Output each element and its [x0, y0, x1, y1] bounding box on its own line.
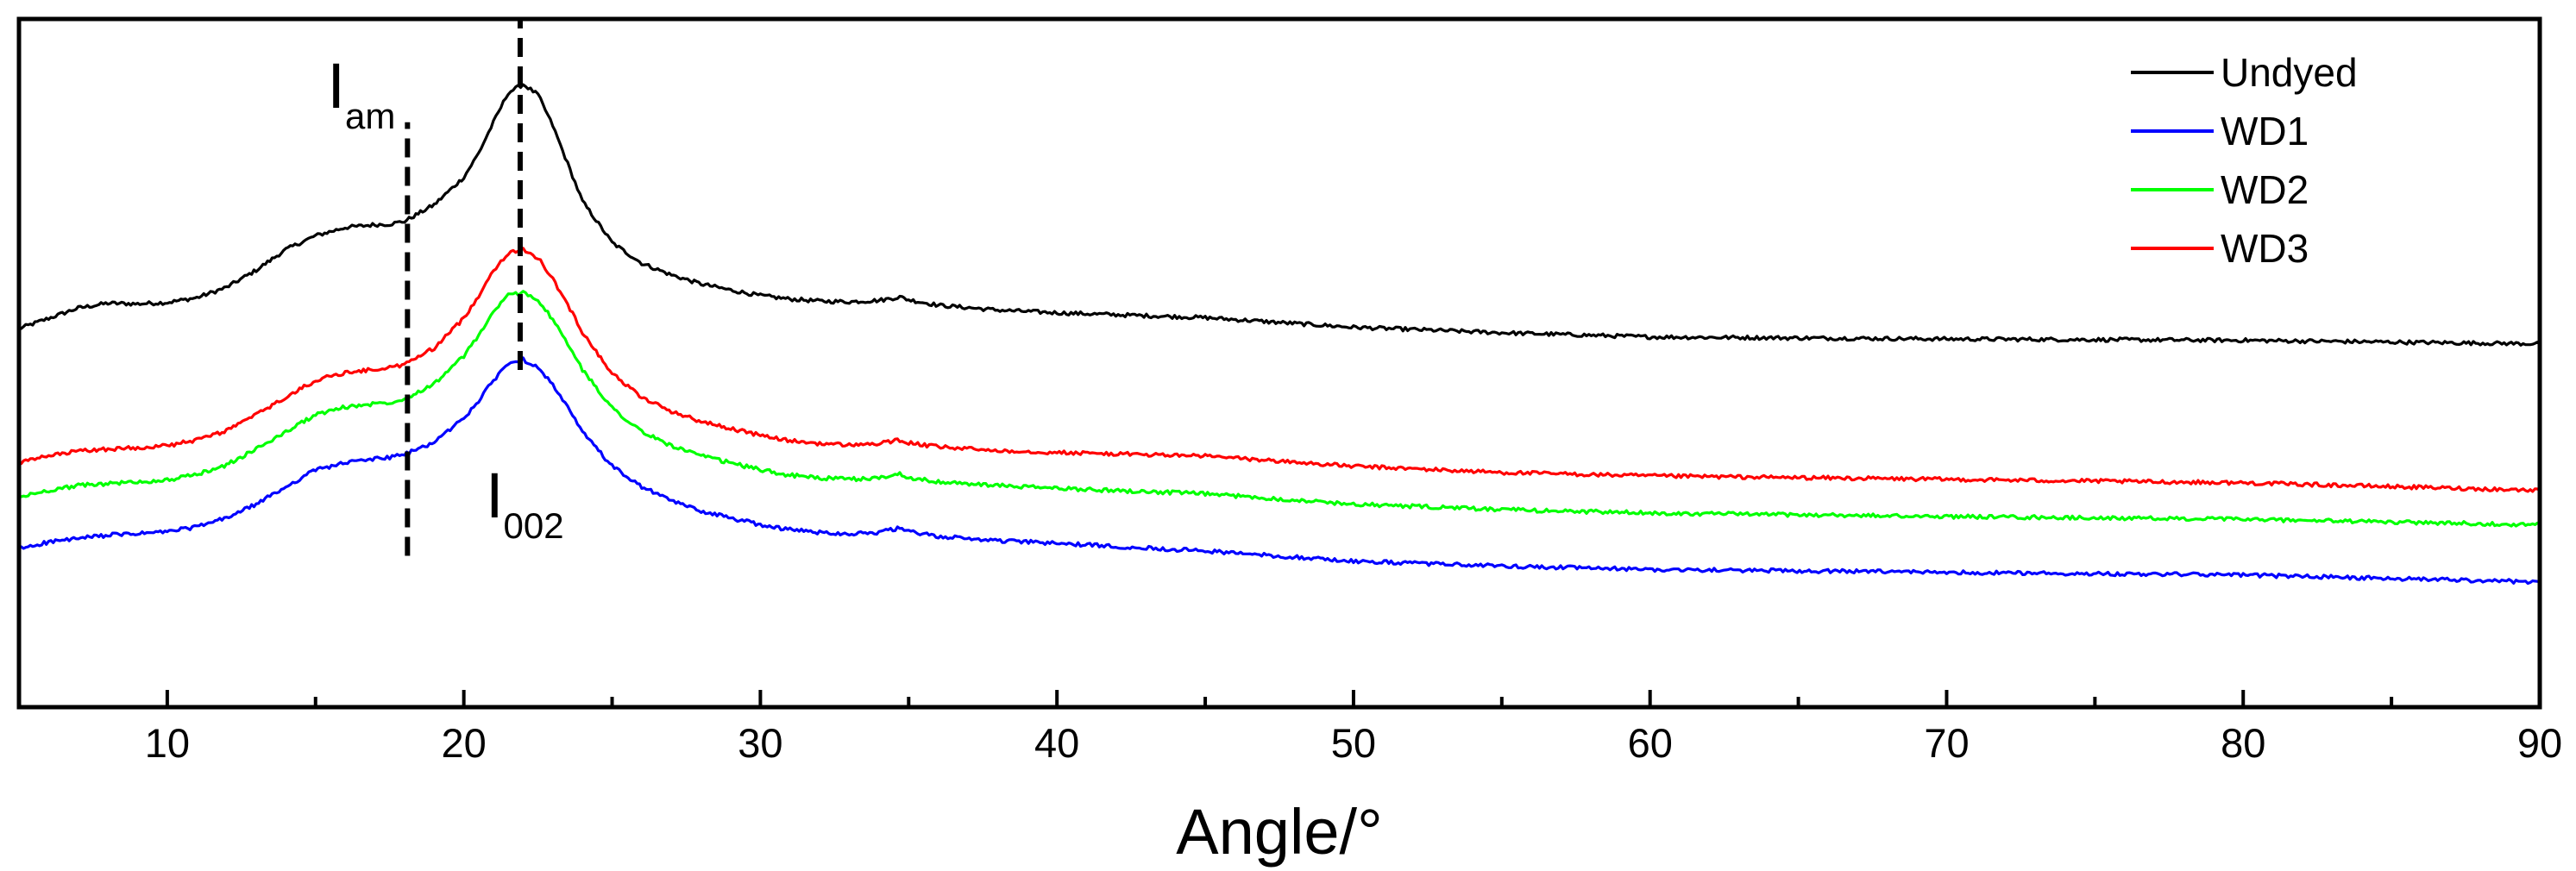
series-line-wd3: [17, 247, 2541, 493]
legend-label-undyed: Undyed: [2221, 50, 2358, 95]
x-tick-label: 10: [145, 720, 190, 766]
series-layer: [17, 83, 2541, 586]
x-tick-label: 90: [2517, 720, 2562, 766]
legend: Undyed WD1 WD2 WD3: [2131, 50, 2358, 271]
x-axis-title: Angle/°: [1176, 796, 1382, 868]
x-tick-label: 60: [1628, 720, 1673, 766]
x-tick-label: 80: [2221, 720, 2265, 766]
legend-label-wd1: WD1: [2221, 109, 2309, 154]
legend-label-wd3: WD3: [2221, 226, 2309, 271]
plot-frame: [16, 16, 2542, 710]
x-axis-tick-labels: 10 20 30 40 50 60 70 80 90: [145, 720, 2562, 766]
series-line-undyed: [18, 83, 2541, 347]
series-line-wd2: [18, 290, 2541, 528]
series-line-wd1: [18, 356, 2541, 586]
x-axis-ticks: [17, 690, 2541, 707]
x-tick-label: 70: [1924, 720, 1969, 766]
x-tick-label: 50: [1331, 720, 1376, 766]
x-tick-label: 30: [738, 720, 782, 766]
x-tick-label: 20: [442, 720, 487, 766]
x-tick-label: 40: [1034, 720, 1079, 766]
legend-label-wd2: WD2: [2221, 167, 2309, 212]
reference-lines: [405, 19, 523, 556]
